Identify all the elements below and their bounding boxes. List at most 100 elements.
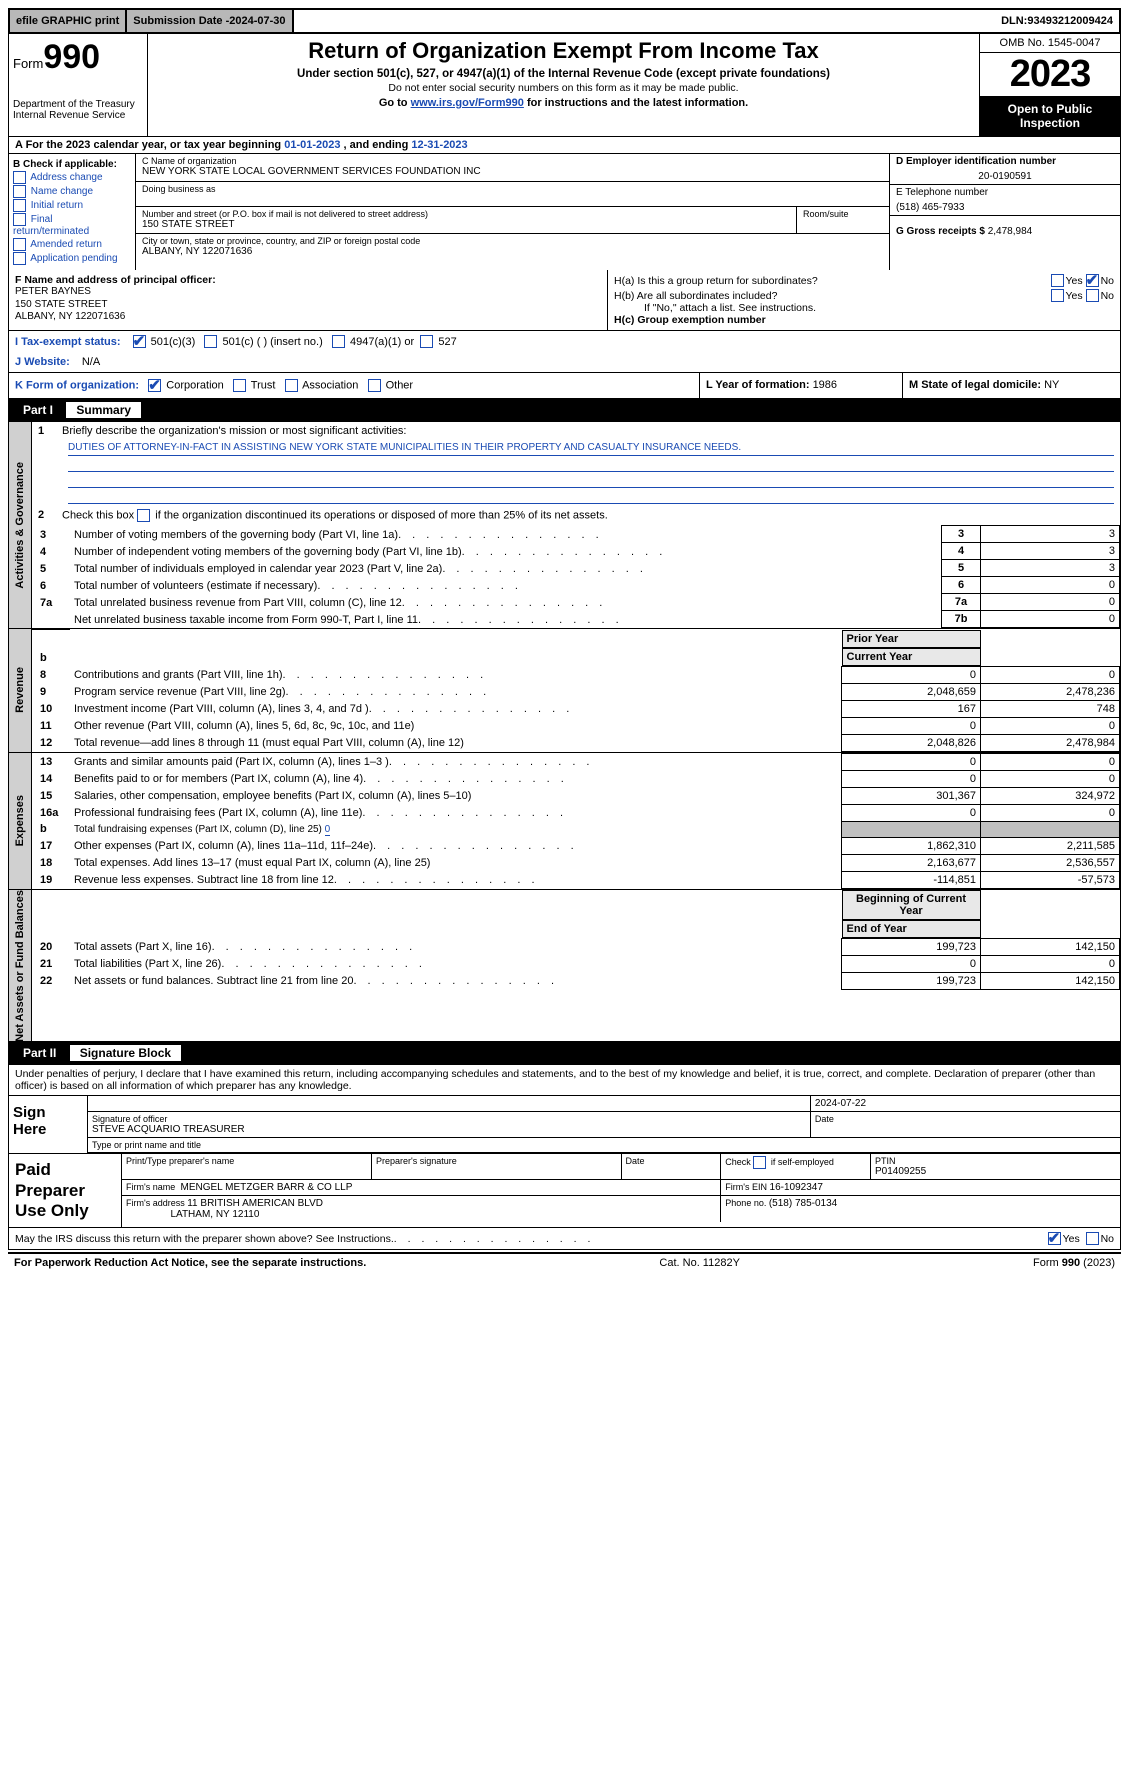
irs-label: Internal Revenue Service bbox=[13, 110, 143, 121]
org-name: NEW YORK STATE LOCAL GOVERNMENT SERVICES… bbox=[142, 166, 883, 179]
row-a-tax-year: A For the 2023 calendar year, or tax yea… bbox=[8, 137, 1121, 154]
officer-name: PETER BAYNES bbox=[15, 286, 601, 299]
hb-label: H(b) Are all subordinates included? bbox=[614, 290, 1051, 302]
officer-city: ALBANY, NY 122071636 bbox=[15, 311, 601, 324]
vtab-activities: Activities & Governance bbox=[9, 422, 32, 628]
netassets-table: Beginning of Current YearEnd of Year 20T… bbox=[32, 890, 1120, 990]
chk-corp[interactable] bbox=[148, 379, 161, 392]
officer-name-title: STEVE ACQUARIO TREASURER bbox=[92, 1124, 806, 1135]
signature-block: Under penalties of perjury, I declare th… bbox=[8, 1065, 1121, 1250]
sign-here-label: Sign Here bbox=[9, 1096, 88, 1153]
chk-other[interactable] bbox=[368, 379, 381, 392]
website-value: N/A bbox=[82, 356, 100, 368]
chk-ha-no[interactable] bbox=[1086, 274, 1099, 287]
firm-addr1: 11 BRITISH AMERICAN BLVD bbox=[187, 1198, 323, 1209]
phone-label: E Telephone number bbox=[896, 187, 1114, 198]
gross-receipts-label: G Gross receipts $ bbox=[896, 226, 988, 237]
part1-revenue: Revenue bPrior YearCurrent Year 8Contrib… bbox=[8, 629, 1121, 753]
chk-501c[interactable] bbox=[204, 335, 217, 348]
chk-name-change[interactable] bbox=[13, 185, 26, 198]
mission-blank1 bbox=[68, 458, 1114, 472]
omb-number: OMB No. 1545-0047 bbox=[980, 34, 1120, 53]
chk-assoc[interactable] bbox=[285, 379, 298, 392]
chk-hb-no[interactable] bbox=[1086, 289, 1099, 302]
dln: DLN: 93493212009424 bbox=[995, 10, 1119, 32]
street-value: 150 STATE STREET bbox=[142, 219, 790, 232]
dba-value bbox=[142, 194, 883, 204]
form-title: Return of Organization Exempt From Incom… bbox=[156, 38, 971, 64]
box-deg: D Employer identification number 20-0190… bbox=[889, 154, 1120, 270]
firm-addr2: LATHAM, NY 12110 bbox=[170, 1209, 259, 1220]
box-b: B Check if applicable: Address change Na… bbox=[9, 154, 136, 270]
perjury-declaration: Under penalties of perjury, I declare th… bbox=[9, 1065, 1120, 1095]
chk-app-pending[interactable] bbox=[13, 252, 26, 265]
line1-label: Briefly describe the organization's miss… bbox=[62, 425, 1114, 437]
chk-trust[interactable] bbox=[233, 379, 246, 392]
box-k: K Form of organization: Corporation Trus… bbox=[9, 373, 699, 398]
top-bar: efile GRAPHIC print Submission Date - 20… bbox=[8, 8, 1121, 34]
chk-address-change[interactable] bbox=[13, 171, 26, 184]
chk-527[interactable] bbox=[420, 335, 433, 348]
section-fh: F Name and address of principal officer:… bbox=[8, 270, 1121, 331]
revenue-table: bPrior YearCurrent Year 8Contributions a… bbox=[32, 629, 1120, 752]
chk-final-return[interactable] bbox=[13, 213, 26, 226]
hc-label: H(c) Group exemption number bbox=[614, 314, 1114, 326]
chk-4947[interactable] bbox=[332, 335, 345, 348]
room-label: Room/suite bbox=[803, 209, 883, 219]
goto-line: Go to www.irs.gov/Form990 for instructio… bbox=[156, 97, 971, 109]
dba-label: Doing business as bbox=[142, 184, 883, 194]
header-left: Form990 Department of the Treasury Inter… bbox=[9, 34, 148, 136]
city-label: City or town, state or province, country… bbox=[142, 236, 883, 246]
chk-hb-yes[interactable] bbox=[1051, 289, 1064, 302]
row-j: J Website: N/A bbox=[8, 352, 1121, 373]
ein-value: 20-0190591 bbox=[896, 171, 1114, 182]
officer-sig-date: 2024-07-22 bbox=[810, 1096, 1120, 1112]
chk-discuss-yes[interactable] bbox=[1048, 1232, 1061, 1245]
sign-here-row: Sign Here 2024-07-22 Signature of office… bbox=[9, 1095, 1120, 1153]
chk-501c3[interactable] bbox=[133, 335, 146, 348]
box-h: H(a) Is this a group return for subordin… bbox=[607, 270, 1120, 330]
mission-blank2 bbox=[68, 474, 1114, 488]
part1-netassets: Net Assets or Fund Balances Beginning of… bbox=[8, 890, 1121, 1043]
box-m: M State of legal domicile: NY bbox=[902, 373, 1120, 398]
officer-street: 150 STATE STREET bbox=[15, 299, 601, 312]
org-name-label: C Name of organization bbox=[142, 156, 883, 166]
city-value: ALBANY, NY 122071636 bbox=[142, 246, 883, 259]
efile-print-label[interactable]: efile GRAPHIC print bbox=[10, 10, 127, 32]
form-footer: Form 990 (2023) bbox=[1033, 1257, 1115, 1269]
box-l: L Year of formation: 1986 bbox=[699, 373, 902, 398]
type-name-label: Type or print name and title bbox=[88, 1138, 1120, 1153]
row-i: I Tax-exempt status: 501(c)(3) 501(c) ( … bbox=[8, 331, 1121, 352]
summary-table-top: 3Number of voting members of the governi… bbox=[32, 525, 1120, 628]
chk-amended[interactable] bbox=[13, 238, 26, 251]
vtab-expenses: Expenses bbox=[9, 753, 32, 889]
chk-discontinued[interactable] bbox=[137, 509, 150, 522]
part1-expenses: Expenses 13Grants and similar amounts pa… bbox=[8, 753, 1121, 890]
paid-preparer-label: Paid Preparer Use Only bbox=[9, 1154, 122, 1227]
gross-receipts-value: 2,478,984 bbox=[988, 226, 1033, 237]
form-word: Form bbox=[13, 56, 43, 71]
header-right: OMB No. 1545-0047 2023 Open to Public In… bbox=[979, 34, 1120, 136]
submission-date: Submission Date - 2024-07-30 bbox=[127, 10, 293, 32]
dept-treasury: Department of the Treasury bbox=[13, 99, 143, 110]
firm-name: MENGEL METZGER BARR & CO LLP bbox=[181, 1182, 353, 1193]
cat-no: Cat. No. 11282Y bbox=[659, 1257, 740, 1269]
section-bcd: B Check if applicable: Address change Na… bbox=[8, 154, 1121, 270]
chk-ha-yes[interactable] bbox=[1051, 274, 1064, 287]
firm-ein: 16-1092347 bbox=[770, 1182, 823, 1193]
form-number: 990 bbox=[43, 38, 100, 76]
discuss-row: May the IRS discuss this return with the… bbox=[9, 1227, 1120, 1249]
chk-discuss-no[interactable] bbox=[1086, 1232, 1099, 1245]
chk-initial-return[interactable] bbox=[13, 199, 26, 212]
box-c: C Name of organization NEW YORK STATE LO… bbox=[136, 154, 889, 270]
irs-link[interactable]: www.irs.gov/Form990 bbox=[411, 97, 524, 109]
paid-preparer-row: Paid Preparer Use Only Print/Type prepar… bbox=[9, 1153, 1120, 1227]
phone-value: (518) 465-7933 bbox=[896, 202, 1114, 213]
chk-self-employed[interactable] bbox=[753, 1156, 766, 1169]
ssn-warning: Do not enter social security numbers on … bbox=[156, 82, 971, 94]
topbar-spacer bbox=[294, 10, 996, 32]
ptin-value: P01409255 bbox=[875, 1166, 1116, 1177]
form-header: Form990 Department of the Treasury Inter… bbox=[8, 34, 1121, 137]
box-f: F Name and address of principal officer:… bbox=[9, 270, 607, 330]
form-subtitle: Under section 501(c), 527, or 4947(a)(1)… bbox=[156, 68, 971, 80]
